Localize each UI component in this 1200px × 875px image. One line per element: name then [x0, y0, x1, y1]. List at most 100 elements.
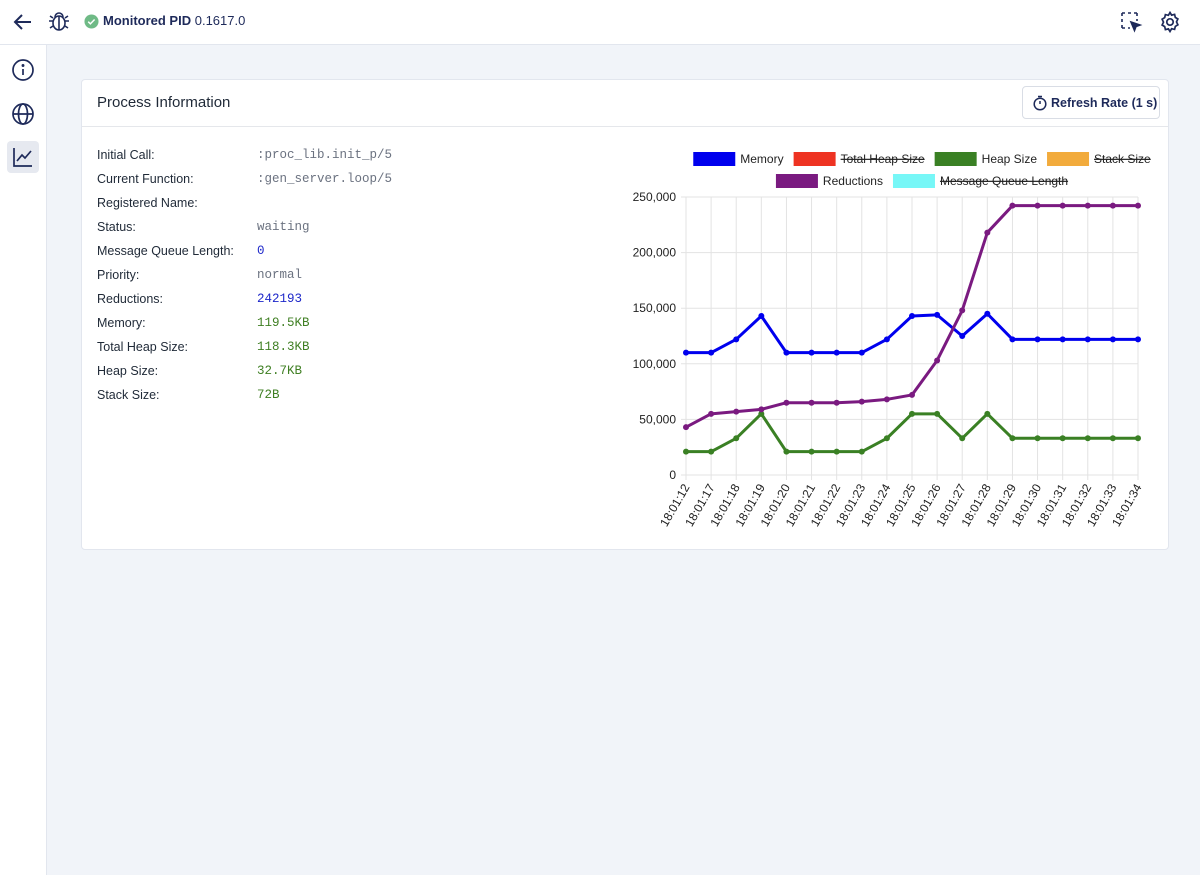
data-point — [1109, 202, 1116, 209]
data-point — [1059, 336, 1066, 343]
data-point — [708, 410, 715, 417]
field-value: 72B — [257, 388, 280, 402]
card-divider — [82, 126, 1168, 127]
info-nav[interactable] — [11, 58, 35, 82]
data-point — [909, 391, 915, 398]
pid-label: Monitored PID 0.1617.0 — [103, 13, 245, 28]
y-tick-label: 50,000 — [639, 412, 676, 426]
y-tick-label: 100,000 — [633, 357, 677, 371]
legend-item: Heap Size — [934, 152, 1038, 166]
field-value: 119.5KB — [257, 316, 310, 330]
pid-value: 0.1617.0 — [194, 13, 246, 28]
data-point — [808, 448, 815, 455]
data-point — [909, 312, 915, 319]
field-label: Total Heap Size: — [97, 340, 189, 354]
data-point — [959, 333, 966, 339]
y-tick-label: 250,000 — [633, 190, 677, 204]
data-point — [783, 448, 790, 455]
data-point — [883, 336, 890, 343]
legend-swatch — [775, 174, 818, 188]
y-tick-label: 150,000 — [633, 301, 677, 315]
select-element-button[interactable] — [1119, 10, 1143, 34]
data-point — [708, 448, 715, 455]
data-point — [683, 448, 689, 455]
field-label: Registered Name: — [97, 196, 198, 210]
data-point — [934, 357, 941, 364]
data-point — [909, 410, 915, 417]
legend-item: Total Heap Size — [793, 152, 925, 166]
timer-icon — [1033, 95, 1047, 111]
settings-button[interactable] — [1158, 10, 1182, 34]
refresh-rate-label: Refresh Rate (1 s) — [1051, 96, 1158, 110]
data-point — [1135, 336, 1141, 343]
data-point — [833, 448, 840, 455]
data-point — [984, 229, 991, 236]
data-point — [683, 424, 689, 431]
field-label: Priority: — [97, 268, 140, 282]
legend-swatch — [793, 152, 836, 166]
field-value: 118.3KB — [257, 340, 310, 354]
data-point — [758, 406, 765, 413]
chart: 050,000100,000150,000200,000250,00018:01… — [633, 152, 1151, 529]
data-point — [758, 410, 765, 417]
field-label: Reductions: — [97, 292, 164, 306]
network-nav[interactable] — [11, 102, 35, 126]
legend-swatch — [693, 152, 736, 166]
field-value: :gen_server.loop/5 — [257, 172, 393, 186]
status-ok-icon — [84, 14, 99, 29]
data-point — [1009, 336, 1016, 343]
data-point — [984, 310, 991, 317]
pid-title: Monitored PID — [103, 13, 192, 28]
data-point — [959, 435, 966, 442]
field-value: :proc_lib.init_p/5 — [257, 148, 393, 162]
charts-nav[interactable] — [11, 145, 35, 169]
field-value: waiting — [257, 220, 310, 234]
data-point — [783, 349, 790, 356]
data-point — [1059, 202, 1066, 209]
refresh-rate-button[interactable]: Refresh Rate (1 s) — [1022, 86, 1160, 119]
data-point — [808, 349, 815, 356]
legend-swatch — [1047, 152, 1090, 166]
data-point — [733, 336, 740, 343]
legend-label: Heap Size — [982, 152, 1038, 166]
data-point — [1109, 336, 1116, 343]
data-point — [1009, 435, 1016, 442]
data-point — [959, 307, 966, 314]
data-point — [934, 410, 941, 417]
legend-item: Message Queue Length — [892, 174, 1068, 188]
legend-label: Reductions — [823, 174, 883, 188]
back-button[interactable] — [12, 11, 34, 33]
data-point — [1034, 435, 1041, 442]
field-label: Message Queue Length: — [97, 244, 234, 258]
field-value: 242193 — [257, 292, 303, 306]
card-title: Process Information — [97, 94, 231, 111]
field-label: Status: — [97, 220, 136, 234]
field-label: Initial Call: — [97, 148, 155, 162]
data-point — [758, 312, 765, 319]
legend-item: Reductions — [775, 174, 883, 188]
field-label: Current Function: — [97, 172, 194, 186]
data-point — [883, 396, 890, 403]
data-point — [1084, 336, 1091, 343]
bug-icon — [49, 12, 69, 31]
field-value: 32.7KB — [257, 364, 303, 378]
data-point — [833, 349, 840, 356]
legend-label: Total Heap Size — [841, 152, 925, 166]
legend-item: Stack Size — [1047, 152, 1151, 166]
data-point — [683, 349, 689, 356]
y-tick-label: 0 — [669, 468, 676, 482]
y-tick-label: 200,000 — [633, 246, 677, 260]
legend-label: Memory — [740, 152, 783, 166]
data-point — [1135, 202, 1141, 209]
data-point — [1009, 202, 1016, 209]
data-point — [858, 398, 865, 405]
data-point — [708, 349, 715, 356]
data-point — [808, 399, 815, 406]
data-point — [733, 435, 740, 442]
field-value: normal — [257, 268, 303, 282]
legend-label: Message Queue Length — [940, 174, 1068, 188]
data-point — [934, 311, 941, 318]
field-label: Stack Size: — [97, 388, 160, 402]
legend-item: Memory — [693, 152, 784, 166]
